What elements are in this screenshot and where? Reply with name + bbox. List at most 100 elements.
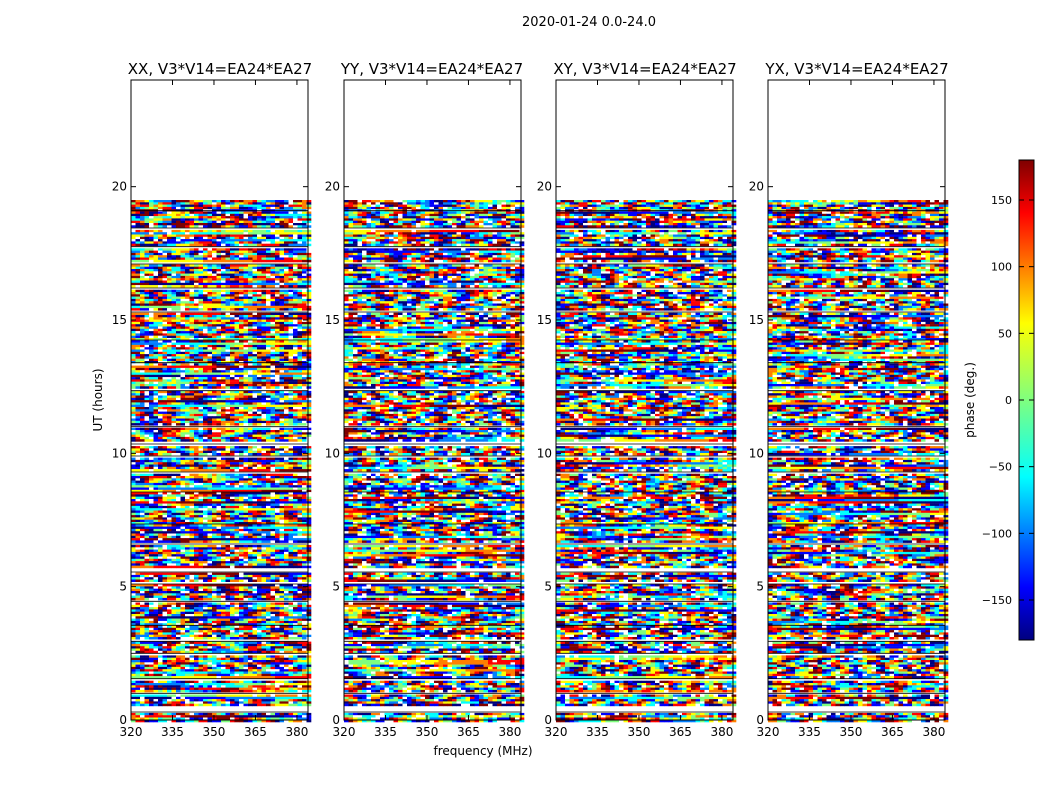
phase-cell bbox=[243, 344, 249, 348]
phase-cell bbox=[275, 252, 280, 256]
phase-cell bbox=[293, 305, 298, 309]
phase-cell bbox=[153, 476, 159, 479]
phase-cell bbox=[221, 282, 226, 286]
phase-cell bbox=[167, 264, 172, 267]
phase-cell bbox=[212, 349, 217, 352]
phase-cell bbox=[288, 232, 294, 235]
phase-cell bbox=[198, 298, 204, 302]
phase-cell bbox=[158, 347, 163, 350]
phase-cell bbox=[135, 328, 141, 332]
phase-cell bbox=[252, 358, 258, 362]
phase-cell bbox=[131, 243, 136, 247]
phase-cell bbox=[234, 216, 240, 219]
phase-cell bbox=[216, 204, 222, 208]
phase-cell bbox=[207, 282, 213, 286]
phase-cell bbox=[257, 384, 262, 387]
phase-cell bbox=[171, 459, 177, 463]
phase-cell bbox=[171, 453, 177, 456]
phase-cell bbox=[194, 204, 199, 208]
phase-cell bbox=[194, 259, 199, 263]
phase-cell bbox=[288, 381, 294, 385]
phase-cell bbox=[261, 204, 267, 208]
phase-cell bbox=[279, 239, 285, 242]
phase-cell bbox=[216, 453, 222, 456]
phase-cell bbox=[180, 285, 186, 288]
phase-cell bbox=[131, 393, 136, 396]
phase-cell bbox=[162, 225, 168, 228]
phase-cell bbox=[257, 202, 262, 205]
phase-cell bbox=[288, 446, 294, 449]
phase-cell bbox=[194, 446, 199, 449]
phase-cell bbox=[162, 503, 168, 507]
phase-cell bbox=[131, 395, 136, 398]
phase-cell bbox=[149, 466, 154, 470]
phase-cell bbox=[266, 464, 271, 467]
phase-cell bbox=[198, 489, 204, 493]
phase-cell bbox=[194, 370, 199, 373]
phase-cell bbox=[239, 338, 244, 341]
phase-cell bbox=[293, 434, 298, 438]
phase-cell bbox=[293, 200, 298, 203]
phase-cell bbox=[252, 473, 258, 477]
phase-cell bbox=[149, 319, 154, 323]
phase-cell bbox=[306, 450, 312, 454]
phase-cell bbox=[288, 487, 294, 490]
phase-cell bbox=[302, 393, 307, 396]
phase-cell bbox=[131, 282, 136, 286]
phase-cell bbox=[288, 358, 294, 362]
phase-cell bbox=[207, 457, 213, 461]
phase-cell bbox=[203, 333, 208, 336]
phase-cell bbox=[167, 462, 172, 465]
phase-cell bbox=[293, 476, 298, 479]
phase-cell bbox=[207, 241, 213, 244]
phase-cell bbox=[297, 328, 303, 332]
phase-cell bbox=[252, 393, 258, 396]
phase-cell bbox=[203, 354, 208, 357]
phase-cell bbox=[266, 439, 271, 442]
phase-cell bbox=[180, 234, 186, 237]
phase-cell bbox=[230, 271, 235, 274]
phase-cell bbox=[270, 269, 276, 272]
phase-cell bbox=[194, 298, 199, 302]
phase-cell bbox=[225, 393, 231, 396]
phase-cell bbox=[171, 229, 177, 233]
phase-cell bbox=[234, 344, 240, 348]
phase-cell bbox=[266, 469, 271, 472]
phase-cell bbox=[194, 448, 199, 451]
phase-cell bbox=[144, 328, 150, 332]
phase-cell bbox=[297, 459, 303, 463]
phase-cell bbox=[216, 381, 222, 385]
phase-cell bbox=[302, 250, 307, 254]
phase-cell bbox=[176, 413, 181, 417]
phase-cell bbox=[198, 211, 204, 214]
phase-cell bbox=[216, 480, 222, 484]
phase-cell bbox=[297, 494, 303, 497]
phase-cell bbox=[284, 298, 289, 302]
phase-cell bbox=[162, 439, 168, 442]
phase-cell bbox=[284, 384, 289, 387]
phase-cell bbox=[203, 423, 208, 426]
phase-cell bbox=[252, 485, 258, 488]
phase-cell bbox=[270, 367, 276, 371]
phase-cell bbox=[153, 298, 159, 302]
phase-cell bbox=[203, 446, 208, 449]
phase-cell bbox=[194, 469, 199, 472]
phase-cell bbox=[288, 427, 294, 431]
phase-cell bbox=[239, 397, 244, 401]
phase-cell bbox=[144, 315, 150, 318]
phase-cell bbox=[297, 241, 303, 244]
phase-cell bbox=[248, 494, 253, 497]
phase-cell bbox=[239, 386, 244, 389]
phase-cell bbox=[284, 457, 289, 461]
phase-cell bbox=[158, 241, 163, 244]
phase-cell bbox=[234, 229, 240, 233]
phase-cell bbox=[203, 469, 208, 472]
phase-cell bbox=[212, 264, 217, 267]
phase-cell bbox=[243, 386, 249, 389]
phase-cell bbox=[144, 478, 150, 481]
phase-cell bbox=[234, 510, 240, 513]
phase-cell bbox=[257, 446, 262, 449]
phase-cell bbox=[234, 407, 240, 410]
phase-cell bbox=[212, 370, 217, 373]
phase-cell bbox=[225, 282, 231, 286]
